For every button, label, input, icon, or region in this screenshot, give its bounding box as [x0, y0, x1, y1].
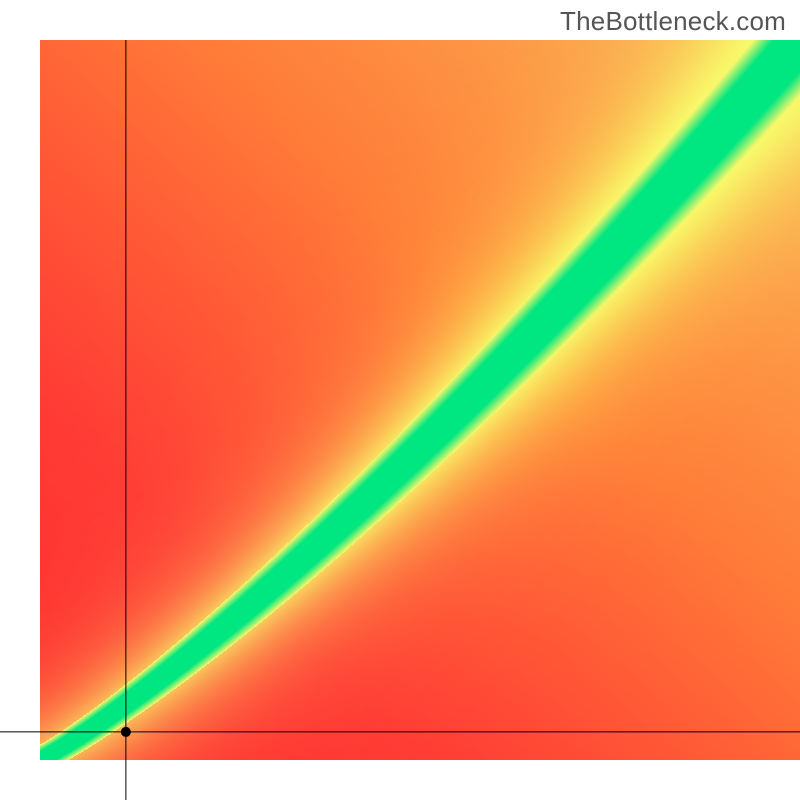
heatmap-canvas — [40, 40, 800, 760]
watermark-text: TheBottleneck.com — [560, 6, 786, 37]
chart-container: TheBottleneck.com — [0, 0, 800, 800]
